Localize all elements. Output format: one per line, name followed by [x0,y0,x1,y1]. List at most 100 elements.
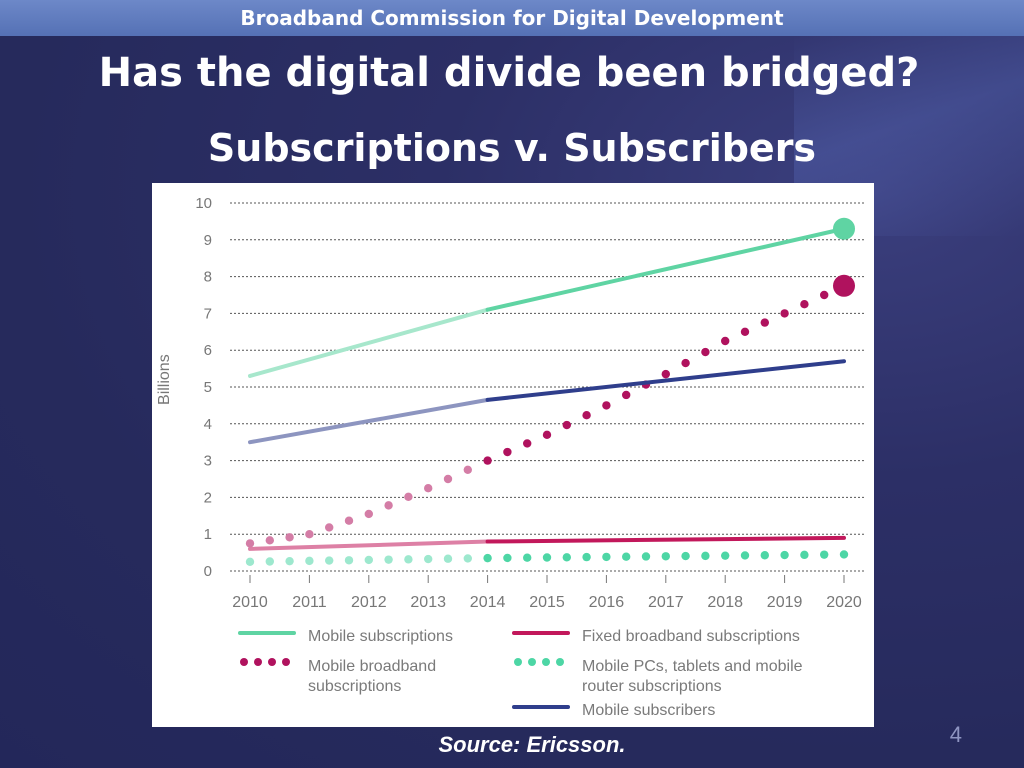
y-tick-label: 1 [204,526,212,543]
source-note: Source: Ericsson. [438,732,626,757]
x-tick-label: 2016 [589,594,625,611]
series-dot-mobile-pcs [245,557,255,566]
x-tick-label: 2011 [292,594,327,611]
series-dot-mobile-pcs [681,551,690,561]
series-dot-mobile-broadband [404,492,413,501]
series-dot-mobile-broadband [820,290,829,300]
legend-label: Mobile subscriptions [308,628,453,645]
y-tick-label: 4 [204,416,212,433]
series-dot-mobile-pcs [404,555,413,564]
series-dot-mobile-pcs [701,551,710,561]
series-dot-mobile-broadband [681,358,690,368]
series-dot-mobile-broadband [721,336,730,346]
legend-label: Fixed broadband subscriptions [582,628,800,645]
legend-label: Mobile subscribers [582,702,716,719]
series-dot-mobile-broadband [364,509,373,519]
series-line-mobile-subscribers [248,397,490,445]
series-dot-mobile-broadband [344,516,354,525]
series-dot-mobile-pcs [344,556,354,565]
y-tick-label: 0 [204,563,212,580]
legend-item-mobile-subscriptions: Mobile subscriptions [238,627,453,647]
legend-item-mobile-broadband: Mobile broadband subscriptions [238,657,436,697]
legend-item-fixed-broadband: Fixed broadband subscriptions [512,627,800,647]
series-dot-mobile-broadband [265,536,274,545]
series-dot-mobile-pcs [523,553,532,562]
chart-panel: 0 1 2 3 4 5 6 7 8 9 10 Billions 2010 2011 2012 2013 2014… [152,183,874,727]
series-dot-mobile-broadband [384,501,393,510]
page-number: 4 [949,722,962,747]
y-tick-label: 3 [204,453,212,470]
series-dot-mobile-broadband [285,533,294,542]
series-dot-mobile-broadband [424,484,433,493]
series-end-marker-mobile-broadband [833,274,855,297]
x-tick-label: 2018 [707,594,743,611]
series-dot-mobile-broadband [701,347,710,357]
series-dot-mobile-broadband [800,300,809,309]
series-dot-mobile-pcs [483,553,492,563]
series-dot-mobile-broadband [780,309,789,318]
series-dot-mobile-pcs [839,550,849,559]
series-line-fixed-broadband [248,539,490,551]
series-dot-mobile-pcs [820,550,829,559]
legend-swatch-dots [238,657,296,669]
x-tick-label: 2014 [470,594,506,611]
series-dot-mobile-broadband [443,474,453,484]
title-banner: Broadband Commission for Digital Develop… [0,0,1024,36]
legend-label: Mobile broadband subscriptions [308,658,437,695]
series-dot-mobile-broadband [325,523,334,532]
series-dot-mobile-pcs [424,554,433,564]
series-dot-mobile-broadband [523,439,532,448]
series-dot-mobile-pcs [641,552,651,561]
series-dot-mobile-pcs [740,551,750,560]
legend-swatch-dots [512,657,570,669]
line-chart: 0 1 2 3 4 5 6 7 8 9 10 Billions 2010 2011 2012 2013 2014… [156,195,864,611]
legend-swatch-line [512,627,570,639]
y-tick-label: 10 [195,195,212,212]
series-end-marker-mobile-subscriptions [833,217,855,240]
series-dot-mobile-pcs [503,553,512,563]
legend-label: Mobile PCs, tablets and mobile router su… [582,658,803,695]
series-dot-mobile-broadband [245,539,255,548]
series-line-mobile-subscriptions [485,226,846,312]
x-tick-label: 2017 [648,594,684,611]
series-dot-mobile-broadband [463,465,472,474]
slide-title: Has the digital divide been bridged? [98,50,920,96]
legend-item-mobile-pcs: Mobile PCs, tablets and mobile router su… [512,657,803,697]
series-dot-mobile-pcs [582,552,591,562]
x-tick-label: 2013 [410,594,446,611]
legend-swatch-line [238,627,296,639]
slide-subtitle: Subscriptions v. Subscribers [207,126,817,170]
y-tick-label: 9 [204,232,212,249]
series-dot-mobile-broadband [483,456,492,465]
y-tick-label: 2 [204,489,212,506]
series-dot-mobile-pcs [325,556,334,565]
series-line-mobile-subscribers [485,359,846,402]
y-tick-label: 6 [204,342,212,359]
x-tick-label: 2012 [351,594,387,611]
series-dot-mobile-broadband [661,369,670,379]
series-dot-mobile-broadband [542,430,552,440]
series-dot-mobile-pcs [265,557,274,566]
series-dot-mobile-pcs [760,551,769,560]
series-dot-mobile-broadband [740,327,750,336]
series-dot-mobile-pcs [443,554,453,563]
series-line-fixed-broadband [485,535,846,544]
legend-swatch-line [512,701,570,713]
series-dot-mobile-pcs [463,554,472,563]
series-dot-mobile-pcs [384,555,393,564]
y-tick-label: 7 [204,305,212,322]
series-dot-mobile-pcs [305,556,314,566]
legend-item-mobile-subscribers: Mobile subscribers [512,701,715,721]
series-dot-mobile-broadband [760,318,769,327]
series-dot-mobile-broadband [305,530,314,539]
x-tick-label: 2015 [529,594,565,611]
series-dot-mobile-pcs [542,553,552,562]
series-dot-mobile-pcs [721,551,730,560]
series-dot-mobile-broadband [562,420,571,430]
y-tick-label: 8 [204,269,212,286]
series-dot-mobile-pcs [661,552,670,561]
series-dot-mobile-pcs [622,552,631,561]
series-dot-mobile-pcs [602,552,611,562]
x-tick-label: 2019 [767,594,803,611]
series-dot-mobile-pcs [780,550,789,560]
